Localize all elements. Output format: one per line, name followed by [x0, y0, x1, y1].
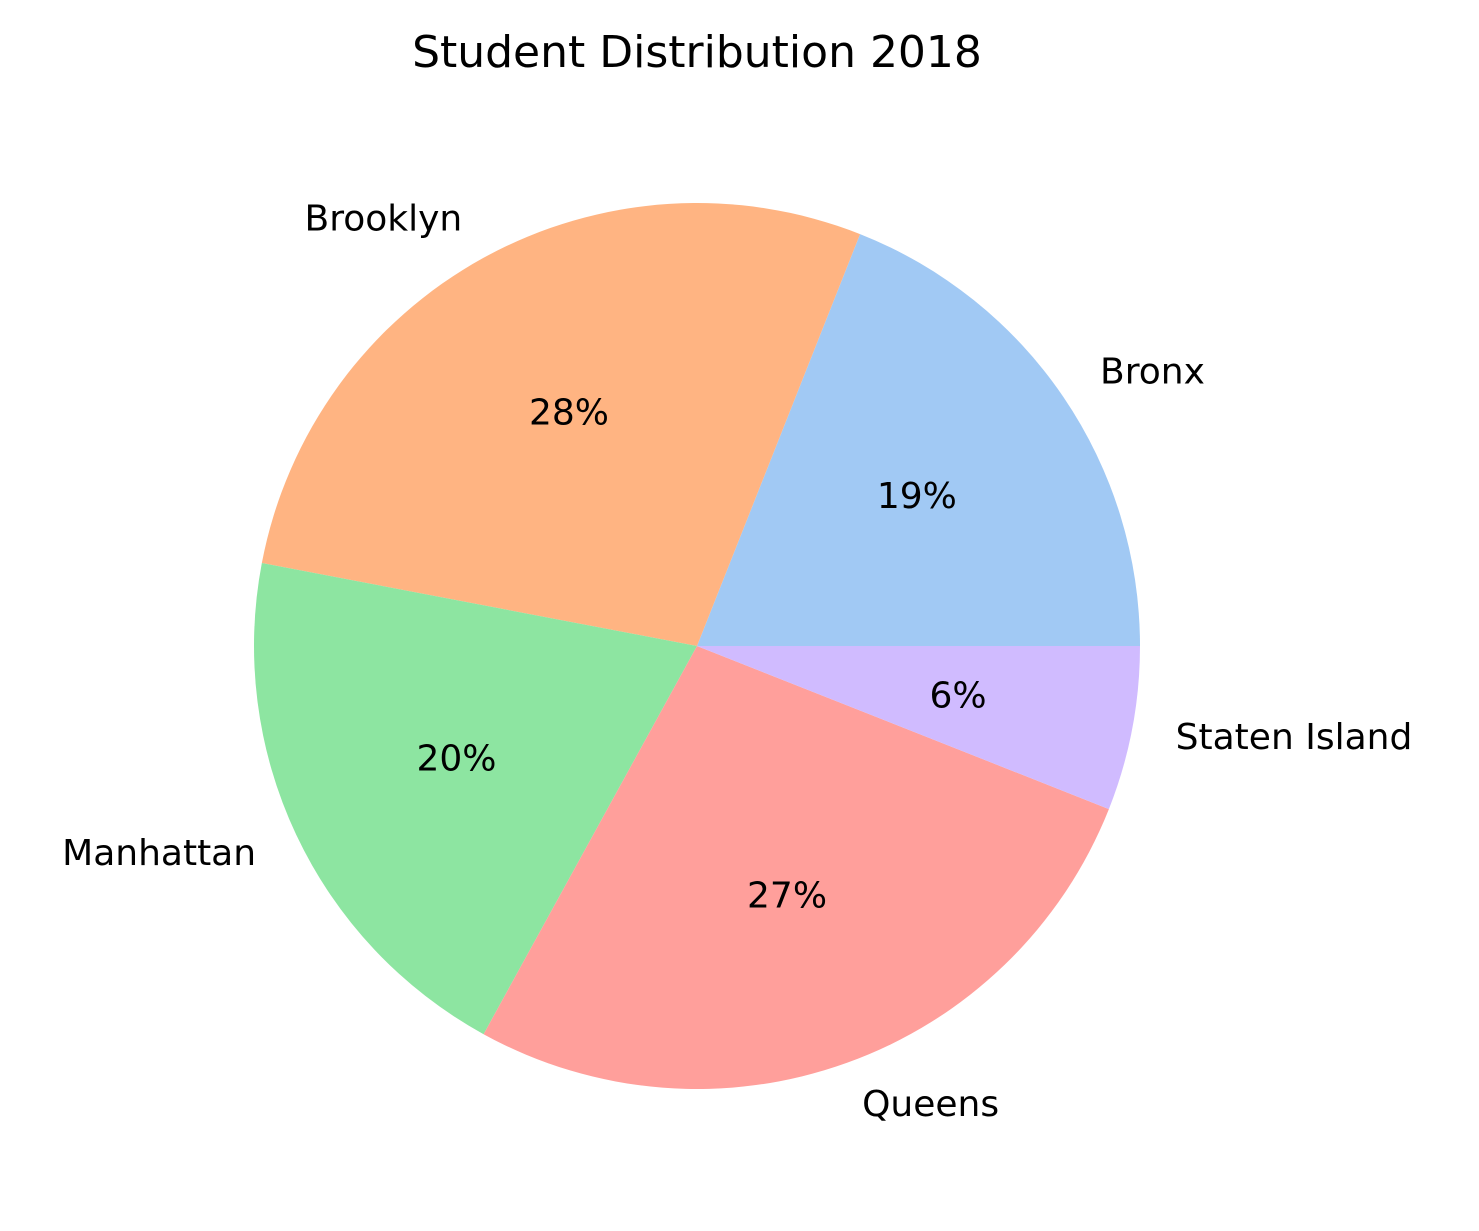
slice-label-manhattan: Manhattan — [62, 833, 256, 874]
pie-slice-staten-island — [697, 646, 1140, 810]
slice-percent-queens: 27% — [747, 876, 827, 917]
pie-slice-manhattan — [253, 562, 697, 1035]
pie-slice-brooklyn — [261, 203, 861, 646]
pie-labels: Bronx 19% Brooklyn 28% Manhattan 20% Queens 27%… — [62, 198, 1412, 1125]
pie-slices — [253, 203, 1140, 1089]
slice-percent-manhattan: 20% — [416, 739, 496, 780]
pie-slice-bronx — [697, 234, 1140, 647]
slice-label-queens: Queens — [862, 1084, 999, 1125]
pie-slice-queens — [483, 646, 1109, 1089]
slice-label-staten-island: Staten Island — [1176, 717, 1413, 758]
slice-label-bronx: Bronx — [1100, 352, 1205, 393]
chart-title: Student Distribution 2018 — [412, 27, 982, 78]
slice-percent-staten-island: 6% — [930, 675, 987, 716]
slice-percent-brooklyn: 28% — [529, 393, 609, 434]
slice-percent-bronx: 19% — [877, 476, 957, 517]
slice-label-brooklyn: Brooklyn — [305, 198, 463, 239]
